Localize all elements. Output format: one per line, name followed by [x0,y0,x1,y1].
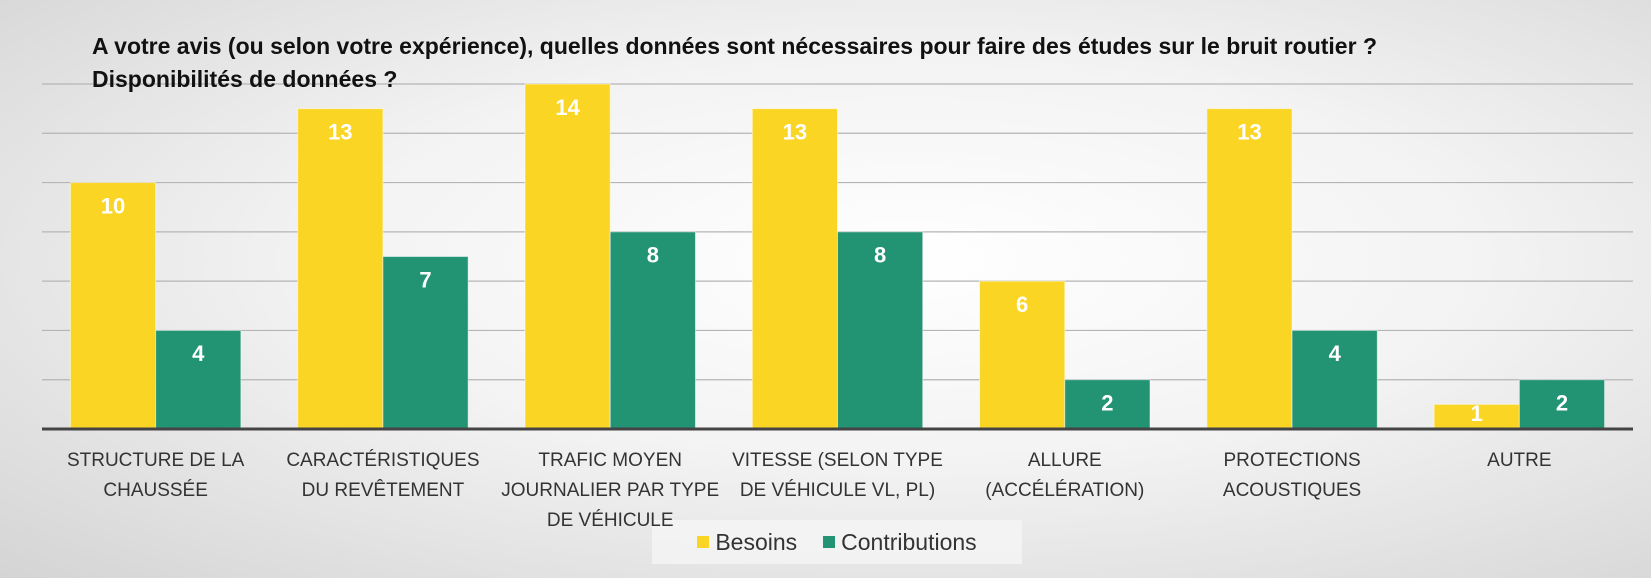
legend-item: Besoins [697,529,797,556]
legend-swatch [823,536,836,548]
data-label: 2 [1556,391,1568,416]
bar [1291,329,1378,430]
data-label: 10 [101,193,125,218]
bar [1206,108,1293,430]
bar [69,182,157,430]
x-tick-label: ALLURE (ACCÉLÉRATION) [985,450,1145,501]
legend-swatch [697,536,710,548]
bar [609,231,696,430]
data-label: 14 [555,95,580,120]
data-label: 2 [1101,391,1113,416]
data-label: 4 [192,341,205,366]
bar [382,256,469,430]
x-tick-label: CARACTÉRISTIQUES DU REVÊTEMENT [286,450,480,501]
data-label: 4 [1329,341,1342,366]
legend-item: Contributions [823,529,977,556]
data-label: 7 [419,267,431,292]
subtitle: Disponibilités de données ? [92,66,398,92]
data-label: 13 [783,119,807,144]
chart-title: A votre avis (ou selon votre expérience)… [92,30,1377,96]
data-label: 1 [1471,401,1483,426]
title: A votre avis (ou selon votre expérience)… [92,33,1377,59]
data-label: 13 [1237,119,1261,144]
x-tick-label: STRUCTURE DE LA CHAUSSÉE [66,450,245,501]
bar [1433,403,1520,430]
bar [979,280,1066,430]
bar [1064,379,1151,430]
data-label: 8 [647,243,659,268]
x-tick-label: AUTRE [1487,450,1552,471]
data-label: 8 [874,243,886,268]
x-tick-label: VITESSE (SELON TYPE DE VÉHICULE VL, PL) [732,450,943,501]
bar [297,108,384,430]
bar [751,108,839,430]
bar [155,329,242,430]
bar [524,83,611,430]
bar [1518,379,1606,430]
data-label: 13 [328,119,352,144]
legend: Besoins Contributions [652,520,1022,564]
bar [837,231,924,430]
x-tick-label: TRAFIC MOYEN JOURNALIER PAR TYPE DE VÉHI… [501,450,720,531]
x-tick-label: PROTECTIONS ACOUSTIQUES [1222,450,1362,501]
data-label: 6 [1016,292,1028,317]
legend-label: Contributions [841,528,977,555]
legend-label: Besoins [715,528,798,555]
